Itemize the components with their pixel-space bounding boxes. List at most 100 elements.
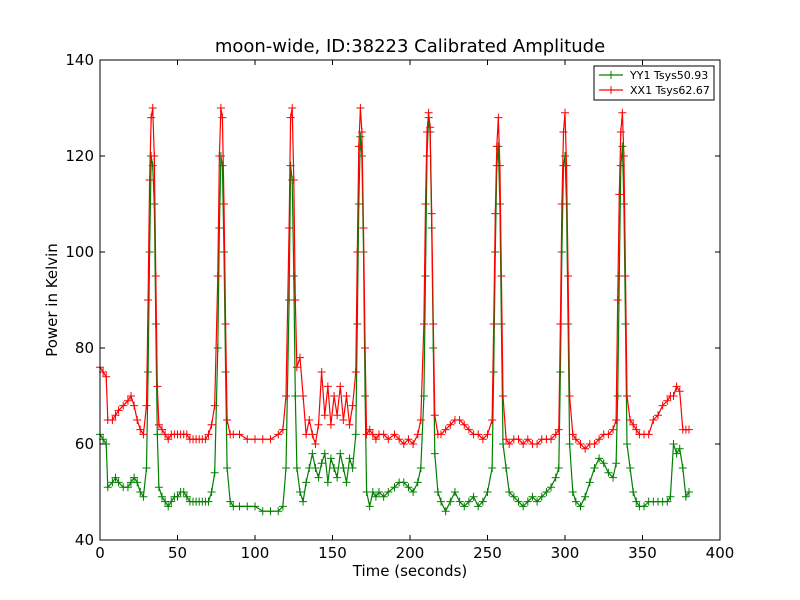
data-point: [311, 464, 320, 472]
data-point: [266, 507, 275, 516]
data-point: [413, 478, 422, 487]
data-point: [519, 440, 528, 448]
data-point: [114, 406, 123, 415]
data-point: [623, 392, 631, 400]
data-point: [326, 454, 335, 463]
data-point: [375, 488, 383, 496]
data-point: [595, 454, 604, 463]
data-point: [556, 368, 565, 376]
data-point: [282, 392, 290, 400]
data-point: [446, 420, 455, 429]
legend-item: XX1 Tsys62.67: [599, 84, 710, 97]
data-point: [356, 132, 365, 141]
data-point: [336, 382, 345, 391]
data-point: [299, 392, 308, 400]
data-point: [460, 420, 469, 429]
data-point: [437, 430, 445, 439]
data-point: [384, 435, 393, 444]
data-point: [384, 488, 393, 496]
data-point: [353, 320, 362, 328]
data-point: [207, 488, 216, 496]
data-point: [153, 430, 162, 439]
data-point: [173, 492, 182, 501]
data-point: [108, 416, 117, 424]
data-point: [399, 478, 408, 487]
data-point: [164, 435, 173, 444]
data-point: [114, 478, 123, 487]
x-tick-label: 100: [241, 544, 270, 562]
data-point: [489, 368, 498, 376]
data-point: [258, 507, 267, 516]
data-point: [133, 416, 142, 424]
data-point: [342, 478, 351, 487]
data-point: [464, 425, 473, 434]
data-point: [311, 440, 320, 448]
data-point: [559, 128, 568, 136]
data-point: [365, 502, 374, 511]
data-point: [499, 392, 507, 400]
data-point: [590, 464, 599, 472]
data-point: [258, 435, 267, 444]
data-point: [220, 200, 228, 208]
data-point: [365, 425, 374, 434]
data-point: [167, 497, 176, 506]
data-point: [505, 488, 514, 496]
data-point: [488, 464, 497, 472]
data-point: [130, 473, 139, 482]
data-point: [416, 416, 425, 424]
data-point: [158, 425, 166, 434]
data-point: [672, 449, 681, 458]
data-point: [158, 492, 166, 501]
data-point: [151, 320, 160, 328]
data-point: [685, 425, 693, 434]
data-point: [354, 200, 363, 208]
data-point: [151, 272, 160, 280]
data-point: [292, 464, 301, 472]
y-axis-label: Power in Kelvin: [43, 243, 61, 357]
data-point: [478, 497, 487, 506]
data-point: [221, 368, 230, 376]
data-point: [278, 502, 287, 511]
data-point: [251, 435, 259, 444]
data-point: [509, 492, 518, 501]
data-point: [632, 497, 641, 506]
data-point: [282, 464, 290, 472]
data-point: [669, 440, 678, 448]
y-tick-label: 40: [75, 531, 94, 549]
x-tick-label: 200: [396, 544, 425, 562]
data-point: [213, 344, 222, 352]
data-point: [357, 128, 366, 136]
data-point: [626, 464, 635, 472]
data-point: [429, 320, 438, 328]
data-point: [361, 344, 370, 352]
data-point: [345, 454, 354, 463]
data-point: [147, 113, 156, 122]
data-point: [547, 483, 556, 492]
data-point: [288, 104, 297, 112]
data-point: [179, 488, 188, 496]
data-point: [409, 440, 418, 448]
data-point: [441, 507, 450, 516]
data-point: [629, 420, 638, 429]
data-point: [681, 492, 690, 501]
x-tick-label: 250: [473, 544, 502, 562]
data-point: [235, 430, 244, 439]
data-point: [585, 478, 594, 487]
data-point: [266, 435, 275, 444]
data-point: [164, 502, 173, 511]
data-point: [533, 497, 542, 506]
data-point: [210, 401, 219, 410]
data-point: [150, 152, 159, 160]
data-point: [130, 401, 139, 410]
data-point: [354, 142, 363, 151]
y-tick-label: 80: [75, 339, 94, 357]
data-point: [590, 440, 599, 448]
data-point: [235, 502, 244, 511]
data-point: [613, 392, 622, 400]
data-point: [409, 488, 418, 496]
data-point: [326, 420, 335, 429]
data-point: [379, 492, 388, 501]
data-point: [502, 435, 511, 444]
data-point: [561, 152, 569, 160]
